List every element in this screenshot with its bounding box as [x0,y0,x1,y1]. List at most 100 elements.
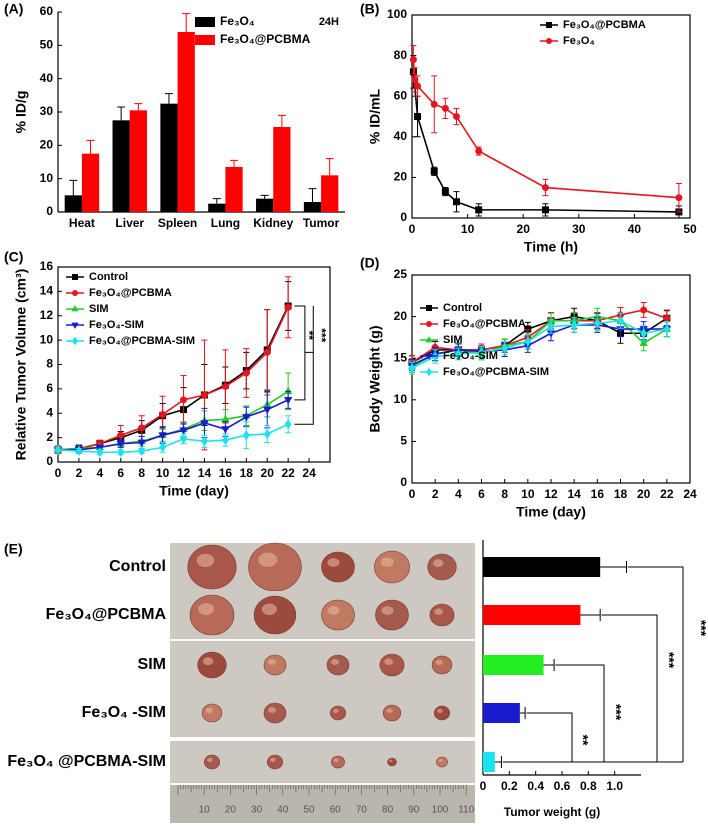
data-point [116,440,125,449]
data-point [221,382,229,390]
x-tick-label: 20 [261,466,275,480]
significance-label: *** [608,704,624,721]
x-tick-label: 22 [660,487,674,501]
data-point [284,419,292,430]
data-point [675,194,683,202]
tumor [436,756,448,768]
ruler-label: 70 [356,805,368,816]
error-bar [325,158,334,176]
y-tick-label: 0 [46,204,53,218]
tumor-highlight [438,759,443,762]
y-tick-label: 40 [40,71,54,85]
tumor-highlight [268,707,276,713]
tumor-highlight [327,606,340,615]
legend-label: Control [89,271,128,283]
x-axis-label: Time (h) [524,239,578,255]
tumor [329,705,346,721]
tumor [433,705,450,721]
y-tick-label: 25 [394,267,408,281]
bar [177,32,195,212]
tumor-highlight [331,659,339,665]
tumor [321,599,355,631]
data-point [475,147,483,155]
series-line [411,319,667,369]
data-point [663,324,671,334]
significance-bracket [502,566,684,763]
significance-label: ** [575,735,591,746]
legend-marker [425,336,433,343]
x-tick-label: 0 [409,222,416,236]
tumor-highlight [434,608,444,615]
legend-marker [546,22,552,28]
x-tick-label: 10 [156,466,170,480]
error-bar [260,194,269,199]
tumor-highlight [196,553,215,568]
ruler-label: 60 [330,805,342,816]
x-tick-label: 0 [480,779,487,793]
x-tick-label: 8 [501,487,508,501]
tumor-highlight [435,659,443,665]
data-point [441,188,449,196]
y-tick-label: 50 [40,38,54,52]
y-axis-label: % ID/mL [367,88,383,144]
error-bar [543,659,555,671]
data-point [441,104,449,112]
significance-label: *** [314,328,328,342]
tumor [187,544,237,590]
x-tick-label: Kidney [253,216,293,230]
data-point [117,431,125,439]
tumor-highlight [205,707,213,713]
series-line [411,324,667,366]
data-point [452,198,460,206]
ruler-label: 50 [303,805,315,816]
y-tick-label: 5 [400,434,407,448]
x-tick-label: Tumor [303,216,340,230]
tumor-highlight [389,759,393,762]
ruler-label: 100 [432,805,449,816]
bar [303,202,322,212]
legend-marker [426,367,432,377]
legend-label: Fe₃O₄@PCBMA-SIM [443,366,549,378]
data-point [263,348,271,356]
panel-label: (C) [4,249,23,265]
data-point [501,343,509,354]
ruler-label: 10 [199,805,211,816]
x-tick-label: 0.2 [501,779,518,793]
data-point [547,321,555,332]
tumor-highlight [437,708,443,714]
tumor [263,702,287,724]
bar [160,103,178,212]
data-point [242,430,250,441]
tumor [429,603,455,627]
legend-marker [426,305,432,311]
data-point [137,439,146,448]
x-tick-label: 14 [567,487,581,501]
legend-label: SIM [89,303,109,315]
tumor [379,653,405,677]
y-tick-label: 0 [400,475,407,489]
error-bar [86,139,95,154]
series-line [58,399,289,451]
x-tick-label: 50 [683,222,697,236]
row-label: Fe₃O₄ -SIM [82,704,166,721]
tumor [382,704,402,722]
legend-label: Fe₃O₄@PCBMA [220,32,311,46]
y-axis-label: % ID/g [13,91,29,134]
data-point [478,347,485,358]
tumor [266,754,283,770]
panel-label: (B) [360,1,379,17]
data-point [640,328,648,339]
data-point [263,406,272,415]
bar [483,557,601,577]
data-point [158,432,167,440]
data-point [524,336,532,347]
error-bar [164,93,173,104]
x-tick-label: 6 [478,487,485,501]
data-point [159,442,167,453]
tumor-highlight [381,606,394,615]
ruler-label: 20 [225,805,237,816]
significance-bracket [294,305,314,401]
legend-swatch [195,17,215,27]
x-tick-label: 0.8 [580,779,597,793]
